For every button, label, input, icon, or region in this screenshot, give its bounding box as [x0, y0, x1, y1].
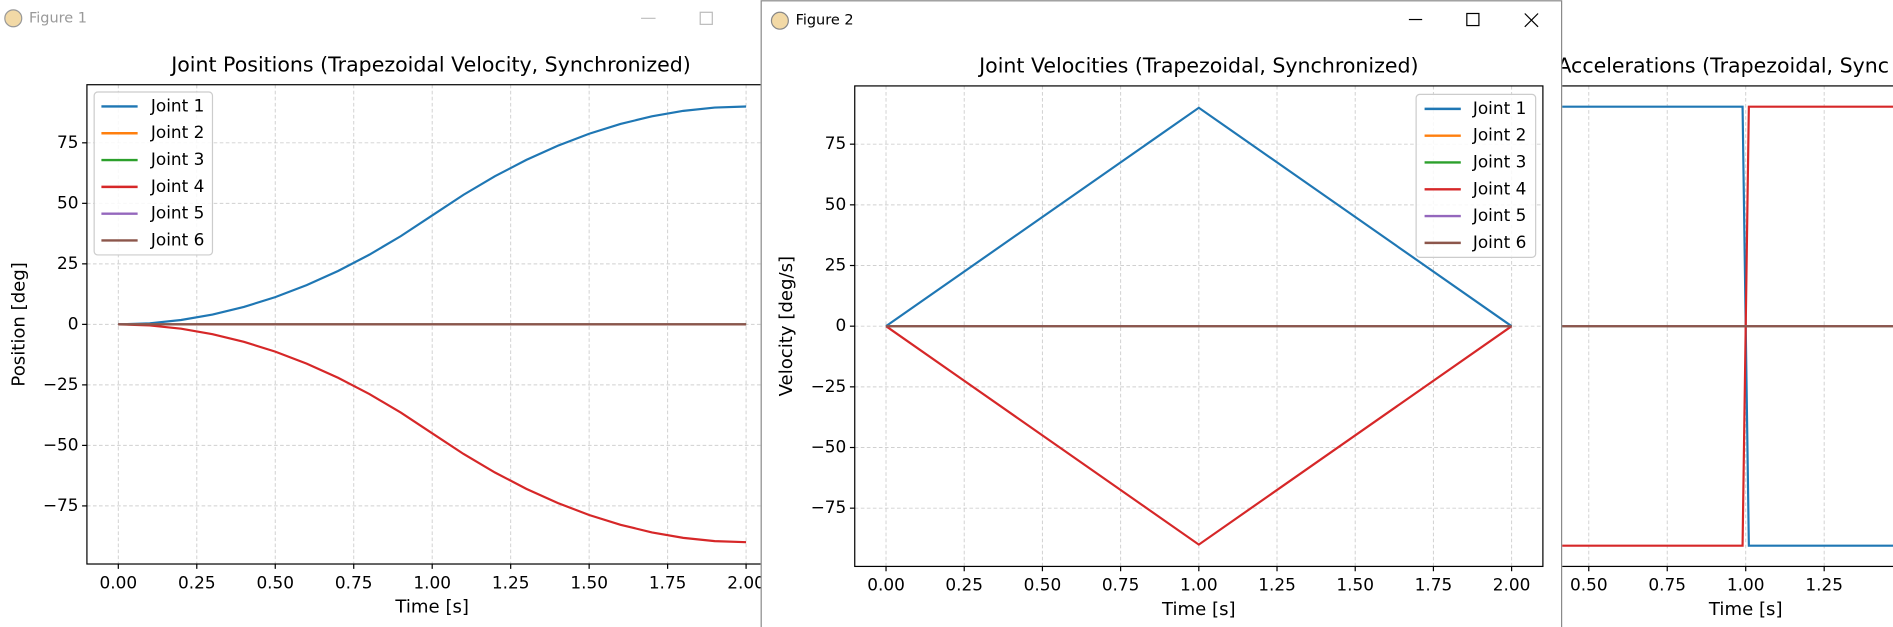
- legend-label: Joint 1: [150, 95, 204, 115]
- legend-label: Joint 6: [1472, 232, 1526, 252]
- y-tick-label: 25: [57, 253, 79, 273]
- x-tick-label: 0.25: [945, 575, 983, 595]
- y-tick-label: 75: [57, 132, 79, 152]
- chart-title: Joint Velocities (Trapezoidal, Synchroni…: [977, 54, 1418, 78]
- axes-frame: [86, 84, 761, 565]
- x-tick-label: 0.50: [256, 572, 294, 592]
- window-title: Figure 2: [796, 13, 854, 29]
- figure-canvas: 0.00 0.25 0.50 0.75 1.00 1.25 1.50 1.75 2.00 −75 −…: [776, 54, 1544, 620]
- x-tick-label: 0.75: [335, 572, 373, 592]
- x-tick-label: 0.50: [1570, 575, 1608, 595]
- x-tick-label: 1.25: [1258, 575, 1296, 595]
- x-tick-label: 1.00: [1180, 575, 1218, 595]
- legend-label: Joint 4: [1472, 178, 1526, 198]
- maximize-button[interactable]: [1466, 12, 1480, 27]
- legend-label: Joint 2: [150, 122, 204, 142]
- chart-title: Joint Positions (Trapezoidal Velocity, S…: [169, 52, 691, 76]
- legend-label: Joint 5: [1472, 205, 1526, 225]
- x-tick-label: 1.00: [413, 572, 451, 592]
- app-icon: [770, 11, 789, 30]
- x-tick-label: 1.00: [1727, 575, 1765, 595]
- x-tick-label: 2.00: [1493, 575, 1531, 595]
- x-tick-label: 1.50: [1336, 575, 1374, 595]
- x-tick-label: 1.25: [1805, 575, 1843, 595]
- window-title: Figure 1: [29, 10, 87, 26]
- x-tick-label: 2.00: [727, 572, 765, 592]
- axes-frame: [854, 85, 1544, 568]
- series-line: [118, 105, 747, 326]
- y-tick-label: 25: [825, 255, 847, 275]
- x-tick-label: 0.75: [1648, 575, 1686, 595]
- x-tick-label: 1.50: [570, 572, 608, 592]
- x-tick-label: 1.75: [649, 572, 687, 592]
- x-tick-label: 0.50: [1024, 575, 1062, 595]
- x-axis-label: Time [s]: [1708, 599, 1783, 620]
- x-tick-label: 0.00: [100, 572, 138, 592]
- y-axis-label: Velocity [deg/s]: [776, 256, 797, 396]
- y-tick-label: 50: [57, 192, 79, 212]
- app-icon: [4, 9, 23, 28]
- axes-frame: [1562, 85, 1893, 568]
- legend-label: Joint 6: [150, 229, 204, 249]
- window-figure-3: 0.50 0.75 1.00 1.25 Accelerations (Trapezoid…: [1557, 36, 1893, 627]
- x-tick-label: 0.75: [1102, 575, 1140, 595]
- y-tick-label: −25: [43, 374, 79, 394]
- x-tick-label: 0.25: [178, 572, 216, 592]
- legend-label: Joint 1: [1472, 98, 1526, 118]
- x-axis-label: Time [s]: [1161, 599, 1236, 620]
- x-tick-label: 1.75: [1415, 575, 1453, 595]
- x-tick-label: 1.25: [492, 572, 530, 592]
- series-line: [118, 323, 747, 544]
- y-tick-label: 0: [836, 315, 847, 335]
- x-axis-label: Time [s]: [394, 596, 469, 617]
- y-tick-label: 50: [825, 194, 847, 214]
- chart-title: Accelerations (Trapezoidal, Sync: [1557, 54, 1889, 78]
- y-tick-label: 0: [68, 313, 79, 333]
- y-tick-label: −75: [43, 495, 79, 515]
- legend-label: Joint 2: [1472, 125, 1526, 145]
- legend-label: Joint 5: [150, 203, 204, 223]
- y-axis-label: Position [deg]: [8, 262, 29, 386]
- y-tick-label: −75: [811, 497, 847, 517]
- y-tick-label: 75: [825, 133, 847, 153]
- y-tick-label: −25: [811, 376, 847, 396]
- legend-label: Joint 3: [1472, 151, 1526, 171]
- window-figure-1: Figure 1 0.00 0.25 0.50 0.75 1.00 1.25 1.50 1.7…: [0, 0, 765, 627]
- y-tick-label: −50: [811, 437, 847, 457]
- window-figure-2: Figure 2 0.00 0.25 0.50 0.75 1.00 1.25 1.50 1.7…: [760, 0, 1563, 627]
- series-line: [885, 325, 1513, 546]
- y-tick-label: −50: [43, 434, 79, 454]
- maximize-button[interactable]: [699, 11, 713, 25]
- window-bg: [1562, 36, 1893, 627]
- close-button[interactable]: [1524, 13, 1539, 28]
- series-line: [885, 106, 1513, 328]
- legend-label: Joint 4: [150, 176, 204, 196]
- x-tick-label: 0.00: [867, 575, 905, 595]
- legend-label: Joint 3: [150, 149, 204, 169]
